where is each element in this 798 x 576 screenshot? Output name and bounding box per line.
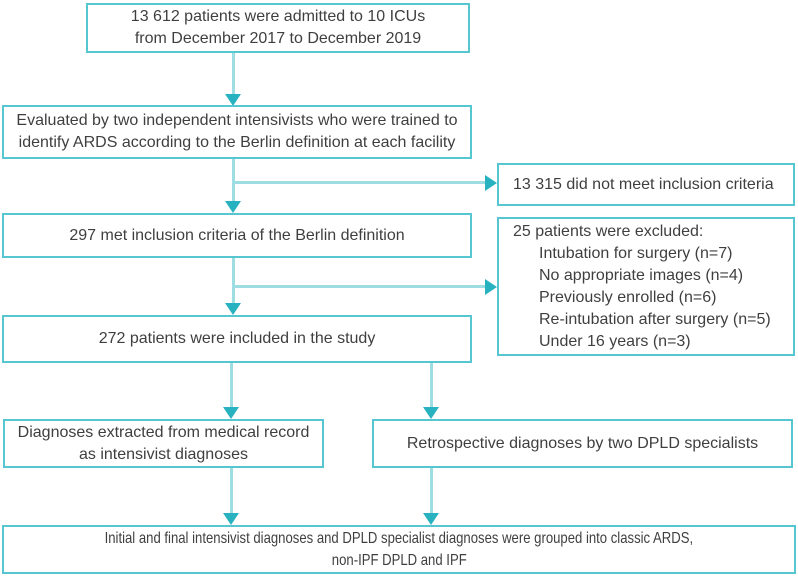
box-evaluated: Evaluated by two independent intensivist… <box>2 105 472 159</box>
box-met: 297 met inclusion criteria of the Berlin… <box>2 213 472 258</box>
connector-admitted-to-evaluated <box>232 53 235 99</box>
arrow-right-icon <box>485 175 497 191</box>
box-excluded-item: No appropriate images (n=4) <box>539 266 744 284</box>
arrow-down-icon <box>223 407 239 419</box>
connector-branch-not-meet <box>232 181 486 184</box>
box-evaluated-line2: identify ARDS according to the Berlin de… <box>18 134 456 151</box>
arrow-down-icon <box>225 94 241 106</box>
connector-included-to-intensivist <box>230 363 233 409</box>
box-not-meet: 13 315 did not meet inclusion criteria <box>497 163 795 206</box>
box-retrospective: Retrospective diagnoses by two DPLD spec… <box>372 419 793 468</box>
box-included-text: 272 patients were included in the study <box>98 330 376 347</box>
arrow-down-icon <box>225 201 241 213</box>
box-not-meet-text: 13 315 did not meet inclusion criteria <box>513 175 774 193</box>
connector-branch-excluded <box>232 285 486 288</box>
box-met-text: 297 met inclusion criteria of the Berlin… <box>69 226 405 244</box>
arrow-down-icon <box>225 303 241 315</box>
arrow-right-icon <box>485 279 497 295</box>
box-excluded-item: Intubation for surgery (n=7) <box>539 244 733 262</box>
box-admitted-line1: 13 612 patients were admitted to 10 ICUs <box>130 8 426 25</box>
box-intensivist: Diagnoses extracted from medical record … <box>3 419 324 468</box>
box-retrospective-text: Retrospective diagnoses by two DPLD spec… <box>406 434 759 452</box>
box-excluded-item: Re-intubation after surgery (n=5) <box>539 310 771 328</box>
box-excluded: 25 patients were excluded: Intubation fo… <box>497 217 795 356</box>
box-grouped-line1: Initial and final intensivist diagnoses … <box>104 529 694 547</box>
arrow-down-icon <box>423 407 439 419</box>
box-excluded-header: 25 patients were excluded: <box>513 222 704 240</box>
arrow-down-icon <box>223 513 239 525</box>
box-included: 272 patients were included in the study <box>2 315 472 363</box>
box-intensivist-line2: as intensivist diagnoses <box>79 445 248 463</box>
box-excluded-item: Under 16 years (n=3) <box>539 332 691 350</box>
connector-included-to-retrospective <box>430 363 433 409</box>
connector-retrospective-to-grouped <box>430 468 433 514</box>
box-intensivist-line1: Diagnoses extracted from medical record <box>17 423 310 441</box>
box-admitted: 13 612 patients were admitted to 10 ICUs… <box>86 3 470 53</box>
box-grouped-line2: non-IPF DPLD and IPF <box>331 551 467 569</box>
box-evaluated-line1: Evaluated by two independent intensivist… <box>16 112 458 129</box>
box-admitted-line2: from December 2017 to December 2019 <box>134 30 422 47</box>
box-excluded-item: Previously enrolled (n=6) <box>539 288 717 306</box>
arrow-down-icon <box>423 513 439 525</box>
connector-intensivist-to-grouped <box>230 468 233 514</box>
box-grouped: Initial and final intensivist diagnoses … <box>2 525 796 574</box>
connector-met-to-included <box>232 258 235 306</box>
